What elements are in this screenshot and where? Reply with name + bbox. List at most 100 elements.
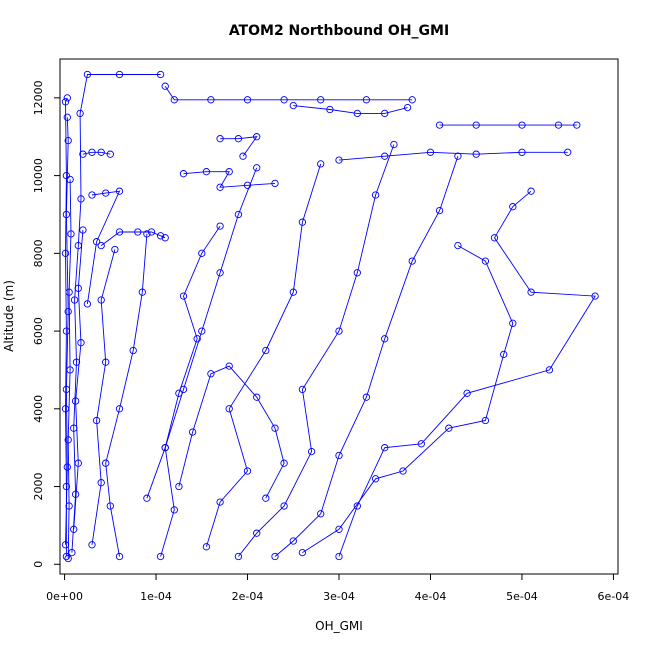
data-point [500, 350, 508, 359]
x-tick-label: 1e-04 [140, 590, 172, 603]
data-series [97, 228, 169, 250]
series-line [274, 156, 459, 557]
data-point [390, 140, 398, 149]
series-line [164, 85, 413, 101]
data-point [193, 335, 201, 343]
data-point [262, 346, 270, 355]
series-line [105, 233, 148, 557]
data-point [243, 181, 252, 189]
data-point [381, 152, 389, 160]
data-point [399, 467, 407, 475]
series-line [183, 171, 276, 188]
y-tick-label: 8000 [32, 239, 45, 267]
y-tick-label: 2000 [32, 473, 45, 501]
data-point [72, 358, 81, 366]
data-point [317, 96, 325, 104]
data-point [129, 346, 137, 355]
data-point [271, 179, 279, 188]
data-point [97, 148, 105, 156]
data-point [381, 444, 389, 452]
data-point [61, 249, 70, 257]
data-point [216, 498, 224, 506]
data-point [317, 160, 325, 168]
data-point [115, 228, 124, 236]
data-point [62, 171, 71, 180]
data-point [179, 292, 188, 300]
data-point [65, 502, 73, 510]
chart-title: ATOM2 Northbound OH_GMI [229, 23, 449, 39]
data-point [225, 405, 233, 413]
data-point [472, 150, 480, 158]
data-point [271, 552, 279, 561]
data-point [70, 525, 78, 533]
data-point [353, 109, 361, 118]
data-point [253, 393, 261, 401]
data-series [143, 222, 224, 502]
data-point [403, 103, 412, 112]
y-axis: 0 2000 4000 6000 8000 10000 12000 [32, 80, 61, 568]
data-point [335, 552, 343, 561]
data-point [216, 135, 224, 143]
data-series [64, 175, 75, 563]
x-tick-label: 6e-04 [598, 590, 630, 603]
data-point [138, 288, 146, 296]
series-line [238, 144, 395, 557]
data-series [271, 152, 462, 561]
data-point [381, 335, 389, 343]
data-point [216, 222, 224, 230]
series-line [178, 365, 285, 499]
data-point [62, 210, 71, 219]
data-point [207, 370, 215, 378]
series-line [338, 151, 568, 161]
data-point [564, 148, 572, 156]
x-tick-label: 5e-04 [506, 590, 538, 603]
data-series [156, 164, 261, 561]
data-point [335, 156, 343, 164]
data-point [481, 416, 490, 425]
series-line [73, 229, 84, 530]
data-point [408, 96, 416, 104]
data-point [102, 358, 110, 366]
data-point [518, 121, 526, 129]
data-point [202, 168, 211, 176]
data-point [70, 296, 79, 304]
data-point [102, 459, 110, 467]
data-point [79, 150, 87, 158]
data-point [335, 327, 343, 335]
data-point [61, 541, 70, 549]
y-axis-label: Altitude (m) [2, 280, 16, 352]
data-point [490, 234, 499, 242]
x-axis: 0e+00 1e-04 2e-04 3e-04 4e-04 5e-04 6e-04 [46, 573, 630, 603]
data-point [88, 191, 96, 199]
data-point [280, 459, 288, 467]
data-series [175, 362, 288, 502]
data-point [253, 133, 261, 141]
data-point [202, 543, 211, 551]
data-point [591, 292, 599, 300]
data-point [554, 121, 563, 129]
data-series [61, 113, 72, 549]
data-series [216, 133, 261, 160]
data-point [97, 479, 105, 487]
data-point [77, 195, 85, 203]
data-point [147, 228, 156, 236]
data-point [115, 187, 124, 195]
data-point [207, 96, 215, 104]
data-series [335, 187, 599, 561]
data-point [83, 300, 92, 308]
data-series [102, 230, 151, 561]
data-point [573, 121, 581, 129]
data-point [239, 152, 247, 160]
data-series [83, 187, 124, 308]
data-point [175, 389, 183, 397]
y-tick-label: 10000 [32, 158, 45, 193]
data-point [74, 284, 82, 292]
y-tick-label: 4000 [32, 395, 45, 423]
x-axis-label: OH_GMI [315, 619, 363, 633]
data-point [435, 206, 444, 215]
data-point [417, 440, 425, 448]
data-point [61, 98, 70, 106]
data-point [106, 150, 114, 158]
data-point [63, 113, 71, 121]
series-line [65, 117, 69, 545]
